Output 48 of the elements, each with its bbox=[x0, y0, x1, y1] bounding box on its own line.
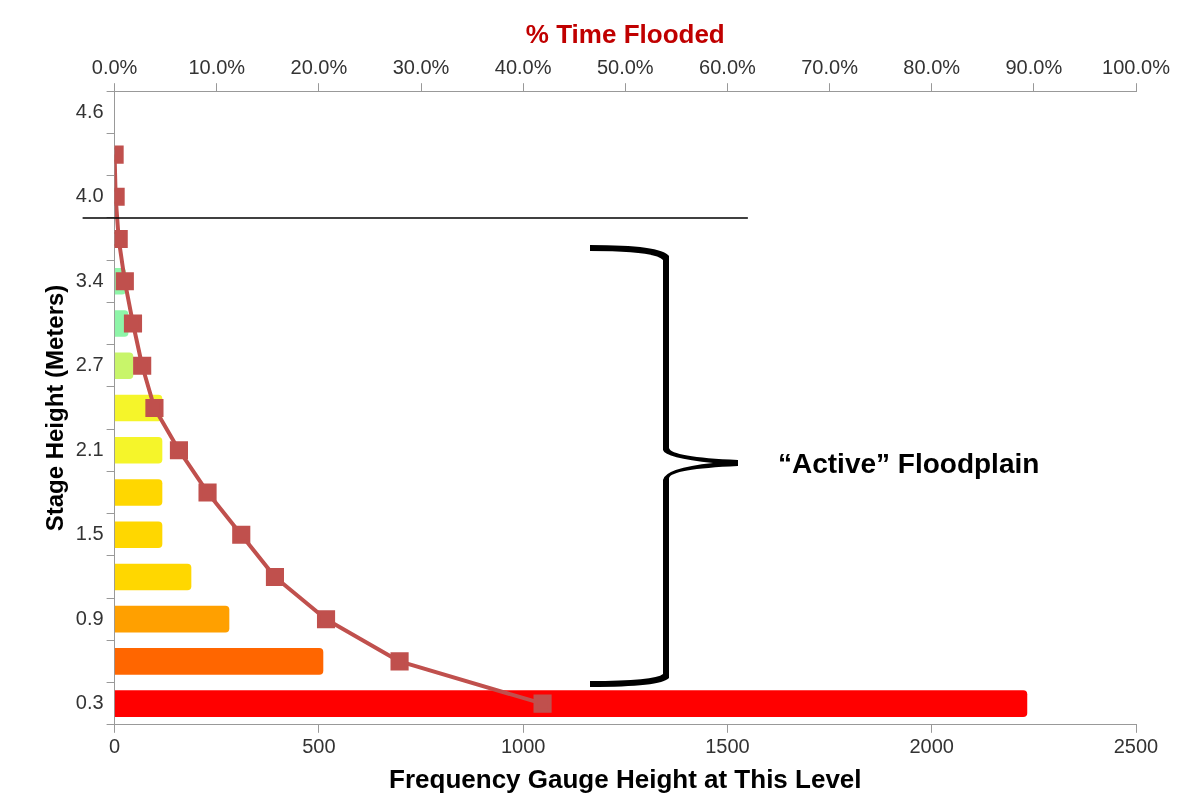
x-tick-label: 1500 bbox=[705, 735, 750, 758]
y-tick-label: 0.9 bbox=[75, 606, 104, 629]
y-tick-label: 3.4 bbox=[75, 268, 104, 291]
x2-tick-label: 80.0% bbox=[903, 55, 961, 78]
bar bbox=[114, 605, 230, 633]
y-tick-label: 2.7 bbox=[75, 353, 104, 376]
x-tick-label: 2500 bbox=[1113, 735, 1159, 758]
x-tick-label: 0 bbox=[109, 735, 121, 758]
y-tick-label: 4.6 bbox=[75, 99, 104, 122]
bar bbox=[114, 352, 134, 380]
x2-tick-label: 50.0% bbox=[596, 55, 654, 78]
bar bbox=[114, 436, 163, 464]
bar bbox=[114, 690, 1028, 718]
annotation: “Active” Floodplain bbox=[778, 447, 1040, 479]
y-tick-label: 0.3 bbox=[75, 691, 104, 714]
bar bbox=[114, 521, 163, 549]
x-tick-label: 1000 bbox=[500, 735, 546, 758]
x2-tick-label: 60.0% bbox=[699, 55, 757, 78]
x2-tick-label: 40.0% bbox=[494, 55, 552, 78]
point bbox=[115, 272, 134, 291]
point bbox=[123, 314, 143, 333]
bar bbox=[114, 648, 324, 675]
x-tick-label: 2000 bbox=[909, 735, 954, 758]
y-axis-title: Stage Height (Meters) bbox=[41, 284, 69, 532]
x2-axis-title: % Time Flooded bbox=[525, 18, 725, 49]
bar bbox=[114, 479, 163, 506]
point bbox=[145, 398, 164, 418]
x2-tick-label: 0.0% bbox=[91, 55, 138, 78]
y-tick-label: 2.1 bbox=[75, 437, 104, 460]
y-tick-label: 4.0 bbox=[75, 184, 104, 207]
y-tick-label: 1.5 bbox=[75, 522, 104, 545]
x2-tick-label: 70.0% bbox=[801, 55, 859, 78]
x2-tick-label: 20.0% bbox=[290, 55, 348, 78]
point bbox=[133, 356, 152, 375]
x2-tick-label: 10.0% bbox=[188, 55, 246, 78]
point bbox=[533, 694, 552, 713]
x-axis-title: Frequency Gauge Height at This Level bbox=[389, 763, 862, 794]
point bbox=[232, 525, 251, 544]
x2-tick-label: 100.0% bbox=[1102, 55, 1171, 78]
point bbox=[265, 567, 285, 587]
bar bbox=[114, 563, 192, 591]
x-tick-label: 500 bbox=[302, 735, 336, 758]
x2-tick-label: 30.0% bbox=[392, 55, 450, 78]
point bbox=[390, 652, 409, 671]
point bbox=[198, 483, 217, 502]
point bbox=[316, 610, 336, 629]
x2-tick-label: 90.0% bbox=[1005, 55, 1063, 78]
point bbox=[169, 441, 189, 460]
